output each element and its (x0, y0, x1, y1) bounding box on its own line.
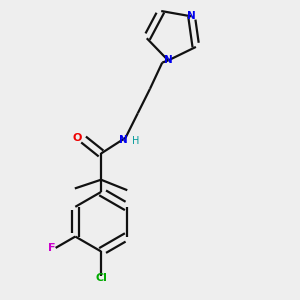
Text: N: N (187, 11, 196, 21)
Text: N: N (119, 134, 128, 145)
Text: Cl: Cl (95, 273, 107, 283)
Text: N: N (164, 56, 172, 65)
Text: F: F (48, 243, 56, 253)
Text: O: O (73, 133, 82, 143)
Text: H: H (132, 136, 140, 146)
